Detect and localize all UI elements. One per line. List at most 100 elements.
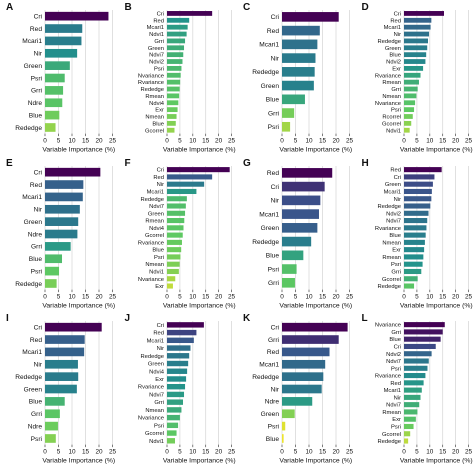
category-label: Psri — [31, 436, 43, 443]
category-label: Green — [261, 225, 280, 232]
panel-letter: K — [243, 313, 250, 324]
x-tick-label: 15 — [319, 293, 327, 300]
category-label: Mcari1 — [146, 189, 163, 195]
bar — [282, 40, 317, 50]
category-label: Blue — [266, 97, 280, 104]
bar — [45, 336, 85, 345]
bar — [45, 217, 78, 226]
bar — [167, 247, 181, 252]
bar-chart: CriRedNirMcari1RededgeNdvi7GreenRmeanNdv… — [119, 156, 238, 312]
bar — [404, 114, 413, 119]
category-label: Rvariance — [374, 73, 400, 79]
panel-letter: A — [6, 2, 13, 13]
category-label: Rededge — [15, 280, 42, 287]
category-label: Rcorrel — [382, 115, 401, 121]
panel-letter: J — [125, 313, 131, 324]
bar — [404, 45, 427, 50]
bar — [404, 439, 408, 444]
x-tick-label: 10 — [305, 449, 313, 456]
bar — [45, 373, 78, 382]
category-label: Nir — [393, 396, 400, 402]
category-label: Rededge — [252, 69, 279, 76]
bar — [167, 196, 187, 201]
category-label: Cri — [156, 167, 163, 173]
bar — [404, 52, 426, 57]
category-label: Exr — [392, 66, 401, 72]
category-label: Mcari1 — [22, 38, 42, 45]
bar-chart: CriRedMcari1Ndvi1GrriGreenNdvi7Ndvi2Psri… — [119, 0, 238, 156]
bar — [167, 59, 182, 64]
category-label: Ndvi7 — [386, 359, 401, 365]
bar — [45, 279, 57, 288]
bar — [45, 192, 83, 201]
category-label: Mcari1 — [383, 189, 400, 195]
bar — [404, 402, 419, 407]
bar — [167, 18, 189, 23]
category-label: Green — [261, 83, 280, 90]
bar — [404, 11, 444, 16]
category-label: Cri — [34, 325, 43, 332]
x-tick-label: 15 — [202, 449, 210, 456]
category-label: Grri — [391, 269, 401, 275]
category-label: Rvariance — [374, 374, 400, 380]
category-label: Blue — [389, 338, 401, 344]
bar — [167, 283, 173, 288]
bar — [45, 111, 59, 120]
bar — [167, 87, 180, 92]
bar — [167, 66, 181, 71]
category-label: Psri — [31, 75, 43, 82]
x-tick-label: 15 — [439, 293, 447, 300]
bar — [45, 168, 100, 177]
panel-letter: F — [125, 158, 131, 169]
category-label: Blue — [29, 112, 43, 119]
x-tick-label: 25 — [227, 293, 235, 300]
category-label: Blue — [29, 256, 43, 263]
bar — [282, 223, 317, 233]
x-axis-label: Variable Importance (%) — [399, 302, 472, 309]
x-axis-label: Variable Importance (%) — [42, 458, 115, 465]
category-label: Ndvi4 — [149, 101, 165, 107]
category-label: Cri — [393, 11, 400, 17]
x-tick-label: 0 — [402, 138, 406, 145]
category-label: Grri — [31, 243, 43, 250]
x-tick-label: 5 — [294, 449, 298, 456]
x-tick-label: 10 — [68, 293, 76, 300]
bar-chart: CriRedMcari1NirGreenNdreGrriBluePsriRede… — [0, 156, 119, 312]
x-tick-label: 25 — [109, 293, 117, 300]
bar — [167, 392, 184, 397]
category-label: Grri — [268, 110, 280, 117]
x-tick-label: 10 — [189, 293, 197, 300]
category-label: Rededge — [377, 439, 401, 445]
category-label: Nir — [271, 55, 280, 62]
category-label: Grri — [268, 280, 280, 287]
bar — [282, 373, 323, 382]
bar-chart: RedCriNirMcari1GreenRededgeBluePsriGrri0… — [237, 156, 356, 312]
bar — [45, 397, 65, 406]
panel-letter: E — [6, 158, 13, 169]
bar — [282, 323, 348, 332]
category-label: Red — [390, 167, 401, 173]
x-tick-label: 20 — [215, 138, 223, 145]
category-label: Cri — [393, 175, 400, 181]
category-label: Cri — [34, 169, 43, 176]
category-label: Mcari1 — [22, 350, 42, 357]
panel-letter: D — [362, 2, 369, 13]
bar — [282, 53, 315, 63]
bar — [167, 254, 180, 259]
x-tick-label: 20 — [215, 449, 223, 456]
bar — [282, 264, 297, 274]
bar — [404, 283, 414, 288]
bar — [167, 330, 196, 335]
category-label: Green — [24, 219, 43, 226]
x-tick-label: 15 — [202, 293, 210, 300]
category-label: Green — [261, 411, 280, 418]
bar — [167, 408, 181, 413]
bar — [282, 26, 320, 36]
bar — [282, 236, 311, 246]
panel-letter: C — [243, 2, 250, 13]
bar — [404, 261, 423, 266]
bar — [167, 338, 194, 343]
